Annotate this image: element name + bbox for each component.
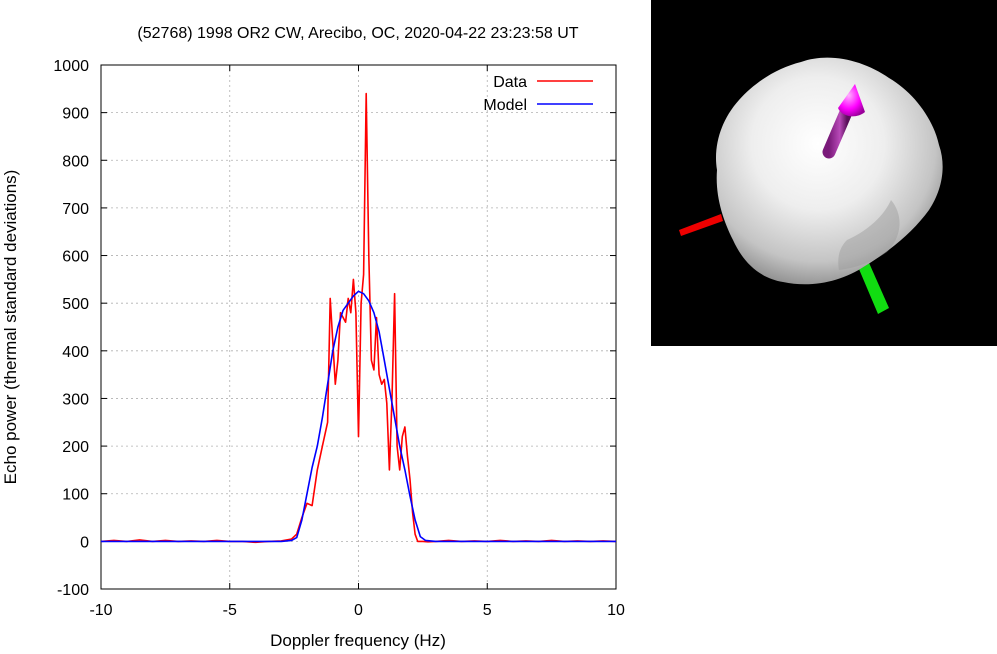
chart-title: (52768) 1998 OR2 CW, Arecibo, OC, 2020-0… — [137, 25, 578, 42]
asteroid-model-view — [651, 0, 997, 346]
y-tick-label: 400 — [62, 344, 89, 361]
y-tick-label: 0 — [80, 534, 89, 551]
x-tick-label: 5 — [483, 602, 492, 619]
y-tick-label: 200 — [62, 439, 89, 456]
y-tick-label: 600 — [62, 249, 89, 266]
x-tick-label: -5 — [223, 602, 237, 619]
y-tick-label: 700 — [62, 201, 89, 218]
y-tick-label: 1000 — [53, 58, 89, 75]
red-axis-marker — [679, 214, 723, 236]
asteroid-body — [715, 57, 943, 285]
axis-ticks: -10 -5 0 5 10 -100 0 100 200 300 400 500 600 700 800 90… — [53, 58, 625, 619]
magenta-spin-axis-shaft — [822, 103, 854, 159]
green-axis-marker — [856, 256, 889, 314]
shape-model-render — [651, 0, 997, 346]
x-tick-label: 0 — [354, 602, 363, 619]
x-tick-label: 10 — [607, 602, 625, 619]
series-line-model — [101, 290, 616, 543]
legend-label-model: Model — [483, 97, 527, 114]
y-tick-label: 300 — [62, 391, 89, 408]
x-axis-title: Doppler frequency (Hz) — [270, 631, 446, 650]
grid — [101, 65, 616, 589]
echo-spectrum-chart: (52768) 1998 OR2 CW, Arecibo, OC, 2020-0… — [1, 25, 625, 650]
y-tick-label: 100 — [62, 487, 89, 504]
y-axis-title: Echo power (thermal standard deviations) — [1, 170, 20, 485]
y-tick-label: 500 — [62, 296, 89, 313]
legend: Data Model — [483, 74, 593, 114]
x-tick-label: -10 — [89, 602, 112, 619]
y-tick-label: 800 — [62, 153, 89, 170]
y-tick-label: 900 — [62, 106, 89, 123]
legend-label-data: Data — [493, 74, 527, 91]
body-shadow — [838, 200, 900, 270]
magenta-spin-axis-cone — [838, 84, 865, 117]
y-tick-label: -100 — [57, 582, 89, 599]
series-group — [100, 92, 617, 544]
